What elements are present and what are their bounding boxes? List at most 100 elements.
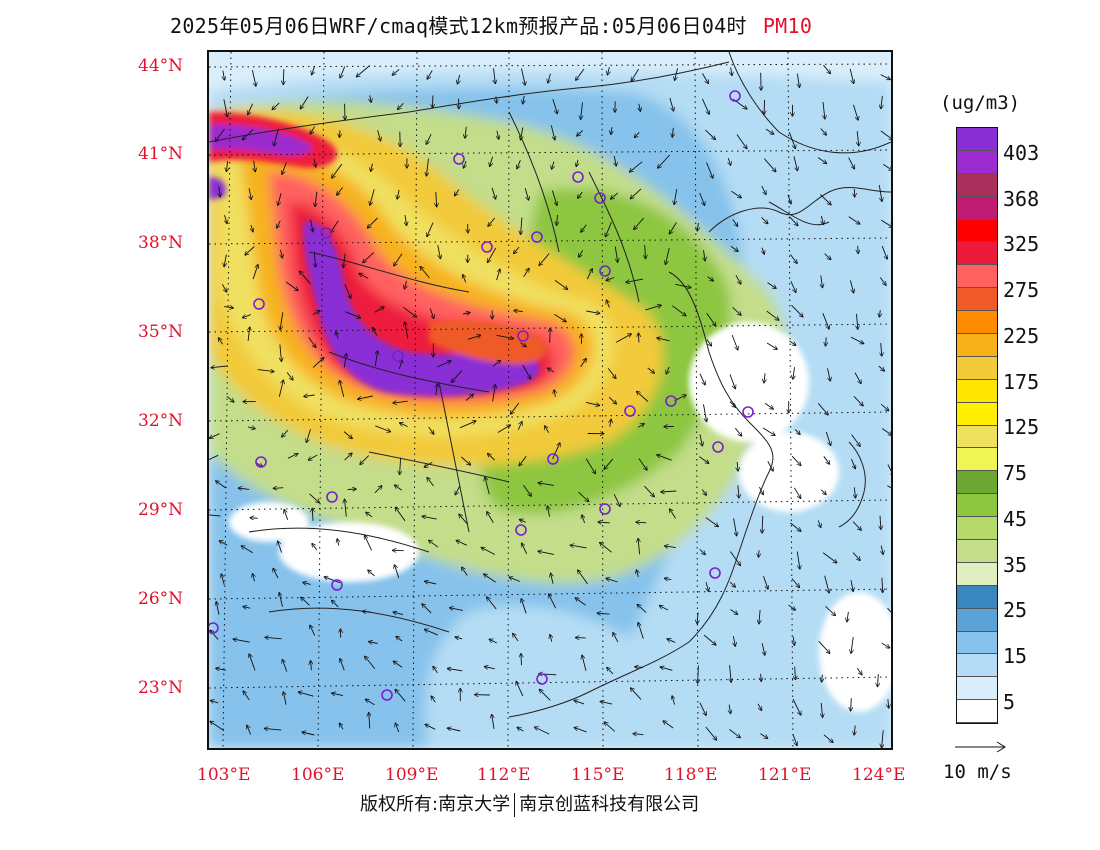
wind-vector: [607, 667, 614, 675]
wind-vector: [704, 129, 715, 140]
city-marker: [572, 171, 584, 183]
wind-vector: [210, 630, 219, 640]
wind-vector: [574, 727, 587, 733]
wind-vector: [574, 700, 585, 705]
wind-vector: [669, 97, 674, 111]
wind-vector: [426, 158, 428, 177]
wind-vector: [822, 674, 823, 682]
wind-vector: [227, 161, 228, 172]
wind-vector: [521, 217, 522, 235]
wind-vector: [850, 458, 855, 469]
wind-vector: [637, 604, 647, 613]
wind-vector: [308, 336, 316, 347]
wind-vector: [399, 359, 402, 369]
wind-vector: [706, 339, 712, 346]
wind-vector: [635, 667, 644, 668]
wind-vector: [523, 268, 529, 278]
wind-vector: [345, 499, 347, 517]
color-bar-segment: [957, 173, 997, 197]
wind-vector: [849, 280, 853, 293]
wind-vector: [762, 247, 764, 255]
wind-vector: [224, 306, 233, 308]
wind-vector: [219, 186, 220, 197]
wind-vector: [210, 721, 225, 732]
wind-vector: [697, 222, 698, 231]
wind-vector: [368, 570, 375, 577]
wind-vector: [521, 127, 523, 140]
wind-vector: [851, 698, 852, 711]
wind-vector: [249, 654, 256, 671]
wind-vector: [820, 194, 831, 205]
wind-vector: [667, 639, 676, 643]
wind-vector: [761, 217, 768, 224]
wind-vector: [277, 220, 281, 228]
color-bar-segment: [957, 425, 997, 449]
wind-vector: [880, 74, 891, 80]
color-bar-segment: [957, 654, 997, 678]
wind-vector: [344, 353, 346, 368]
wind-vector: [250, 518, 258, 519]
wind-vector: [598, 522, 610, 523]
wind-vector: [324, 577, 341, 584]
wind-vector: [854, 372, 861, 384]
wind-vector: [701, 489, 706, 496]
wind-vector: [281, 249, 283, 258]
color-bar-segment: [957, 471, 997, 495]
wind-vector: [393, 401, 408, 403]
wind-vector: [303, 582, 311, 584]
wind-vector: [764, 402, 773, 409]
wind-vector: [736, 134, 747, 149]
wind-vector: [669, 222, 677, 235]
wind-vector: [615, 334, 631, 343]
wind-vector: [705, 517, 719, 527]
wind-vector: [278, 380, 283, 397]
city-marker: [709, 567, 721, 579]
wind-vector: [310, 126, 315, 135]
wind-vector: [759, 550, 760, 557]
wind-vector: [547, 368, 555, 373]
wind-vector: [467, 335, 481, 340]
wind-vector: [394, 485, 403, 491]
wind-vector: [735, 274, 741, 284]
wind-vector: [731, 190, 742, 198]
wind-vector: [314, 251, 315, 268]
wind-vector: [283, 692, 287, 705]
wind-vector: [604, 458, 614, 469]
wind-vector: [703, 404, 707, 422]
wind-vector: [252, 265, 258, 280]
wind-vector: [487, 597, 497, 610]
wind-vector: [436, 361, 451, 368]
wind-vector: [221, 574, 225, 586]
wind-vector: [636, 570, 638, 578]
wind-vector: [554, 314, 566, 321]
wind-vector: [344, 284, 351, 298]
wind-vector: [456, 540, 468, 546]
wind-vector: [880, 403, 889, 411]
wind-vector: [397, 189, 399, 199]
wind-vector: [372, 327, 378, 336]
wind-vector: [878, 674, 879, 687]
wind-vector: [492, 714, 494, 729]
wind-vector: [242, 129, 254, 140]
wind-vector: [369, 713, 370, 729]
wind-vector: [792, 734, 797, 745]
wind-vector: [733, 636, 735, 646]
wind-vector: [535, 727, 550, 735]
wind-vector: [552, 443, 561, 460]
wind-vector: [675, 283, 691, 287]
wind-vector: [455, 486, 460, 495]
wind-vector: [243, 607, 251, 609]
wind-vector: [638, 622, 644, 639]
wind-vector: [219, 541, 228, 546]
wind-vector: [209, 433, 220, 439]
city-marker: [331, 579, 343, 591]
wind-vector: [279, 593, 283, 607]
wind-vector: [578, 491, 589, 502]
wind-vector: [551, 573, 553, 584]
wind-vector: [519, 519, 526, 522]
wind-vector: [243, 691, 250, 701]
wind-vector: [209, 515, 221, 516]
color-bar-segment: [957, 700, 997, 724]
wind-vector: [791, 304, 804, 317]
wind-vector: [487, 247, 497, 263]
